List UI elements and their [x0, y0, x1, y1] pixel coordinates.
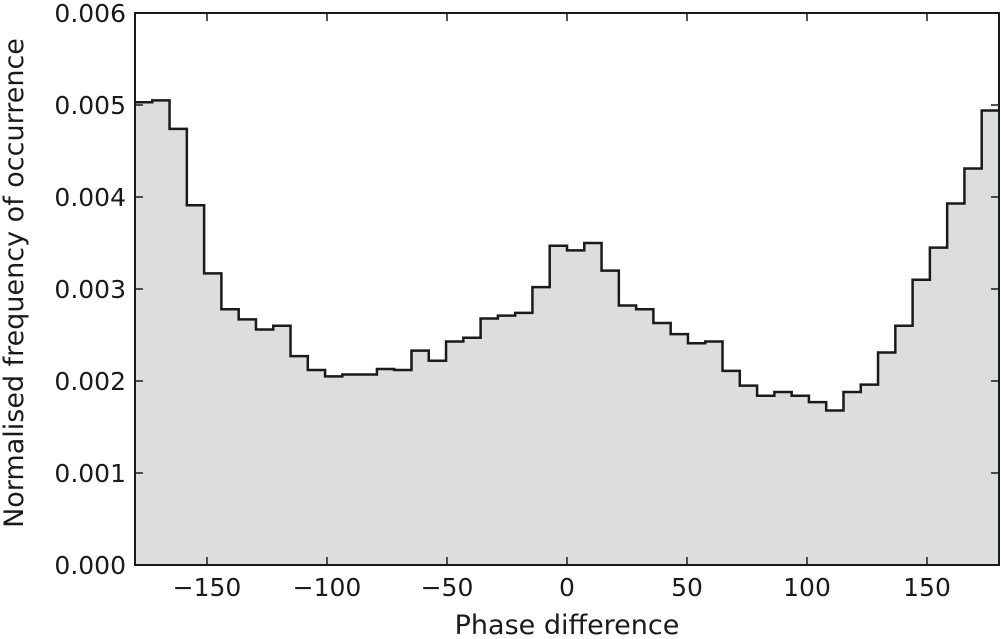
histogram-bar [221, 309, 240, 565]
y-tick-label: 0.004 [54, 183, 126, 212]
histogram-bar [843, 392, 862, 565]
x-axis: −150 −100 −50 0 50 100 150 [173, 13, 951, 602]
histogram-bar [204, 273, 222, 565]
histogram-bar [895, 325, 914, 565]
histogram-bar [670, 334, 689, 565]
histogram-bar [463, 337, 482, 565]
histogram-bar [601, 270, 620, 565]
x-tick-label: 0 [559, 573, 575, 602]
histogram-bar [428, 360, 447, 565]
histogram-bar [497, 315, 516, 565]
histogram-bar [964, 168, 983, 566]
histogram-bar [411, 350, 430, 565]
histogram-bar [273, 325, 292, 565]
histogram-bar [549, 245, 568, 565]
histogram-bar [359, 374, 378, 565]
histogram-bar [981, 110, 1000, 566]
histogram-bar [480, 318, 499, 565]
histogram-bar [808, 402, 827, 565]
histogram-bar [325, 376, 343, 565]
histogram-bar [860, 384, 879, 565]
x-tick-label: −50 [421, 573, 474, 602]
histogram-bar [722, 370, 741, 565]
y-axis-label: Normalised frequency of occurrence [0, 38, 30, 528]
histogram-bar [929, 247, 948, 565]
histogram-bar [687, 343, 706, 565]
histogram-bar [947, 203, 966, 565]
y-tick-label: 0.003 [54, 275, 126, 304]
x-tick-label: −100 [293, 573, 362, 602]
histogram-bar [826, 410, 845, 565]
x-axis-label: Phase difference [455, 610, 680, 639]
histogram-bar [135, 102, 153, 566]
histogram-step-line [135, 99, 999, 412]
histogram-bar [342, 374, 361, 565]
histogram-bar [255, 329, 274, 565]
histogram-bar [186, 205, 205, 565]
histogram-marks [135, 99, 1000, 566]
histogram-bar [532, 287, 551, 565]
y-tick-label: 0.005 [54, 91, 126, 120]
histogram-bar [584, 243, 603, 565]
x-tick-label: 100 [783, 573, 831, 602]
histogram-bar [307, 369, 326, 565]
histogram-bar [152, 100, 171, 566]
histogram-bar [739, 385, 758, 565]
histogram-bar [774, 392, 793, 565]
histogram-bar [446, 341, 464, 565]
histogram-bar [515, 312, 534, 565]
y-tick-label: 0.000 [54, 551, 126, 580]
histogram-bar [757, 395, 775, 565]
y-tick-label: 0.001 [54, 459, 126, 488]
histogram-bar [394, 369, 413, 565]
histogram-bar [238, 319, 257, 565]
histogram-bar [169, 128, 188, 566]
histogram-bar [618, 305, 637, 565]
histogram-bar [878, 352, 896, 565]
histogram-bar [376, 369, 395, 565]
histogram-bar [791, 395, 810, 565]
histogram-bar [653, 323, 672, 565]
histogram-bar [290, 356, 309, 565]
x-tick-label: 150 [903, 573, 951, 602]
histogram-bar [567, 250, 585, 566]
histogram-bar [912, 279, 931, 565]
histogram-bar [705, 341, 724, 565]
histogram-bar [636, 309, 654, 565]
y-axis: 0.000 0.001 0.002 0.003 0.004 0.005 0.006 [54, 0, 999, 580]
y-tick-label: 0.006 [54, 0, 126, 28]
x-tick-label: −150 [173, 573, 242, 602]
x-tick-label: 50 [671, 573, 703, 602]
y-tick-label: 0.002 [54, 367, 126, 396]
